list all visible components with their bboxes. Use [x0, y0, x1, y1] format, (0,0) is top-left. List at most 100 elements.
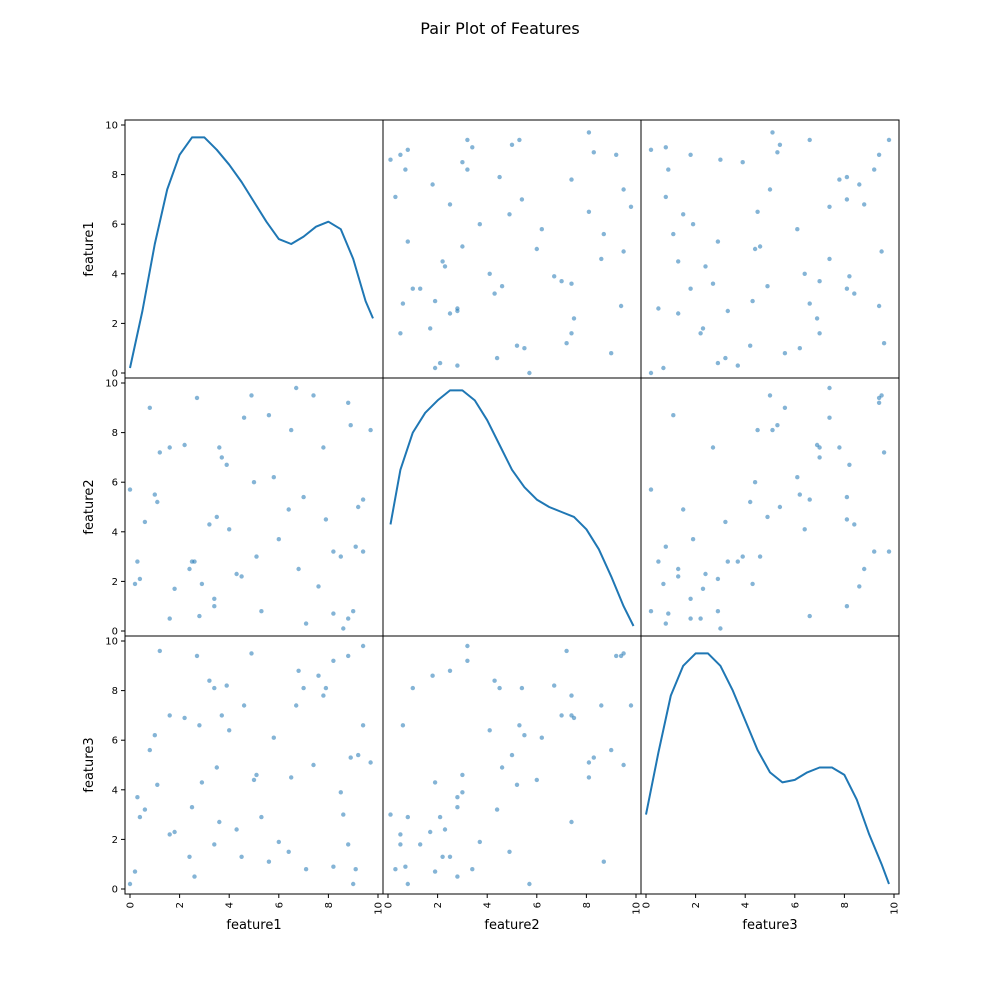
- scatter-point: [569, 819, 574, 825]
- scatter-point: [157, 648, 162, 654]
- scatter-point: [351, 609, 356, 614]
- scatter-point: [234, 827, 239, 832]
- scatter-point: [155, 499, 160, 505]
- scatter-point: [661, 365, 666, 371]
- scatter-point: [132, 869, 138, 874]
- scatter-point: [403, 167, 408, 172]
- scatter-point: [807, 137, 812, 143]
- x-tick-label: 10: [632, 902, 643, 915]
- x-tick-label: 4: [483, 902, 494, 908]
- scatter-point: [142, 807, 148, 812]
- panel-frame: [640, 377, 900, 637]
- scatter-point: [752, 246, 758, 252]
- scatter-point: [802, 527, 807, 532]
- scatter-point: [601, 859, 606, 864]
- scatter-point: [527, 370, 532, 376]
- y-tick-label: 0: [112, 885, 118, 896]
- scatter-point: [199, 581, 205, 587]
- scatter-point: [648, 609, 654, 614]
- scatter-point: [827, 256, 832, 262]
- scatter-point: [400, 301, 406, 306]
- scatter-point: [676, 311, 681, 316]
- scatter-point: [239, 854, 244, 859]
- scatter-point: [388, 157, 393, 162]
- scatter-point: [271, 475, 276, 480]
- scatter-point: [207, 522, 212, 527]
- scatter-point: [393, 194, 398, 200]
- x-tick-label: 6: [274, 902, 285, 908]
- scatter-point: [142, 519, 148, 525]
- scatter-point: [725, 308, 730, 314]
- scatter-point: [797, 492, 802, 497]
- scatter-point: [767, 393, 773, 398]
- scatter-point: [601, 231, 606, 237]
- scatter-point: [681, 212, 686, 217]
- scatter-point: [430, 182, 435, 187]
- scatter-point: [398, 832, 403, 837]
- scatter-point: [217, 445, 222, 450]
- scatter-point: [214, 765, 219, 770]
- scatter-point: [266, 859, 272, 864]
- y-axis-label-feature3: feature3: [82, 737, 97, 792]
- scatter-point: [715, 360, 721, 366]
- scatter-point: [857, 584, 862, 589]
- scatter-point: [447, 854, 453, 859]
- scatter-point: [688, 616, 693, 621]
- panel-frame: [640, 119, 900, 379]
- scatter-point: [852, 291, 857, 296]
- y-tick-label: 10: [105, 121, 118, 132]
- scatter-point: [666, 167, 671, 172]
- scatter-point: [757, 244, 763, 249]
- scatter-point: [586, 130, 592, 135]
- scatter-point: [621, 187, 626, 192]
- scatter-point: [797, 346, 802, 351]
- scatter-point: [492, 678, 497, 683]
- panel-frame: [382, 635, 642, 895]
- scatter-point: [368, 427, 373, 433]
- scatter-point: [212, 604, 217, 609]
- scatter-point: [814, 442, 820, 448]
- scatter-point: [442, 827, 448, 832]
- y-tick-label: 8: [112, 686, 118, 697]
- scatter-point: [368, 760, 373, 765]
- scatter-point: [398, 842, 403, 847]
- scatter-point: [465, 643, 470, 649]
- scatter-point: [172, 829, 177, 835]
- scatter-point: [239, 574, 244, 579]
- scatter-point: [755, 209, 760, 214]
- scatter-point: [316, 584, 321, 589]
- panel-feature2-feature2: [382, 377, 642, 637]
- x-tick-label: 10: [890, 902, 901, 915]
- density-line-feature1: [129, 136, 374, 369]
- scatter-point: [656, 306, 661, 311]
- scatter-point: [844, 494, 850, 500]
- scatter-point: [715, 609, 721, 614]
- scatter-point: [189, 805, 195, 810]
- y-tick-label: 4: [112, 269, 118, 280]
- panel-frame: [124, 377, 384, 637]
- scatter-point: [671, 413, 676, 418]
- panel-feature2-feature3: [640, 377, 900, 637]
- scatter-point: [321, 693, 326, 698]
- scatter-point: [770, 130, 775, 135]
- scatter-point: [316, 673, 321, 678]
- scatter-point: [571, 316, 577, 321]
- y-tick-label: 6: [112, 736, 118, 747]
- scatter-point: [522, 733, 527, 738]
- scatter-point: [442, 264, 448, 269]
- scatter-point: [147, 747, 152, 753]
- scatter-point: [418, 842, 423, 847]
- scatter-point: [393, 867, 398, 872]
- scatter-point: [844, 517, 850, 522]
- scatter-point: [740, 554, 745, 559]
- scatter-point: [735, 363, 740, 368]
- x-axis-label-feature2: feature2: [484, 918, 539, 933]
- scatter-point: [782, 405, 788, 410]
- scatter-point: [447, 202, 453, 207]
- scatter-point: [432, 298, 438, 304]
- scatter-point: [212, 842, 217, 847]
- scatter-point: [710, 281, 716, 286]
- scatter-point: [197, 723, 202, 728]
- scatter-point: [494, 807, 500, 812]
- scatter-point: [618, 303, 624, 309]
